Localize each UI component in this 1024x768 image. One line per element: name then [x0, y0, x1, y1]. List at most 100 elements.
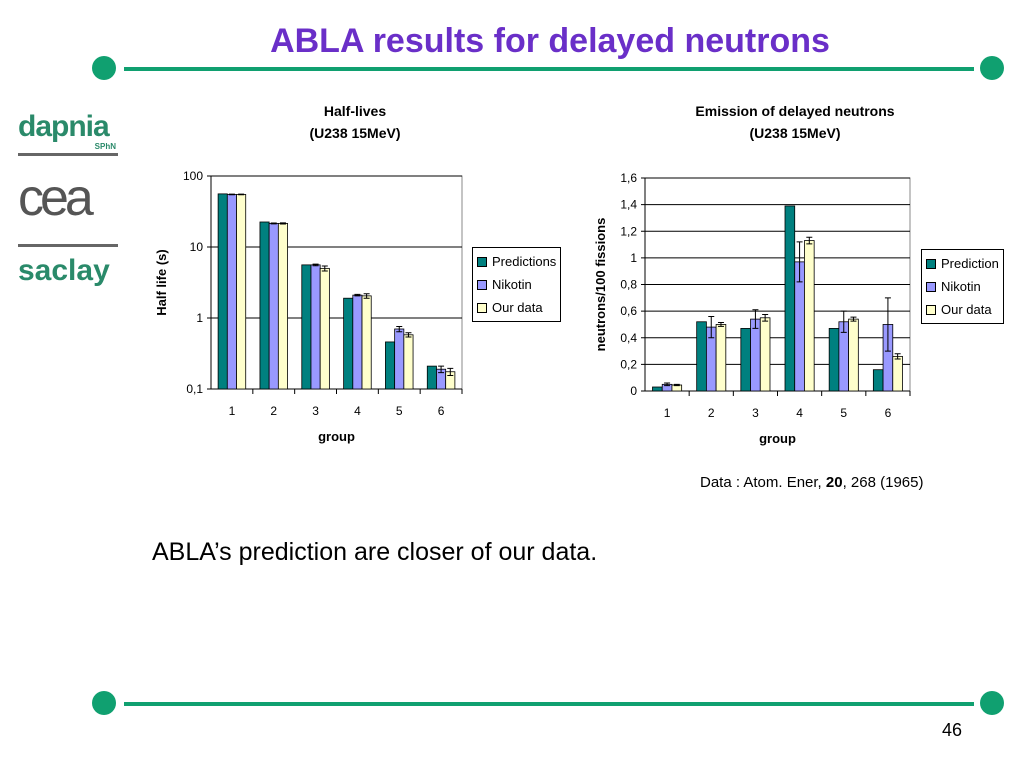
- bar-predictions: [301, 264, 312, 390]
- error-bar: [762, 313, 769, 322]
- x-tick-label: 6: [438, 404, 445, 418]
- error-bar: [447, 367, 454, 376]
- error-bar: [270, 222, 277, 225]
- bar-nikotin: [394, 328, 405, 390]
- error-bar: [321, 265, 328, 272]
- y-tick-label: 10: [190, 240, 204, 254]
- legend-label: Our data: [492, 300, 543, 315]
- chart-delayed-neutrons: 1,6 1,4 1,2 1 0,8 0,6 0,4 0,2 0 1 2 3 4 5 6 group neutro…: [593, 171, 911, 446]
- bar-prediction: [740, 328, 751, 392]
- legend-item: Nikotin: [477, 273, 556, 296]
- legend-item: Our data: [477, 296, 556, 319]
- bar-our-data: [804, 240, 815, 392]
- error-bar: [354, 293, 361, 297]
- error-bar: [708, 315, 715, 339]
- slide-title: ABLA results for delayed neutrons: [270, 22, 830, 60]
- logo-cea: cea: [18, 169, 94, 227]
- legend-label: Nikotin: [941, 279, 981, 294]
- note-volume: 20: [825, 474, 843, 491]
- y-tick-label: 1,2: [620, 224, 637, 238]
- bar-predictions: [343, 297, 354, 390]
- y-axis-label: Half life (s): [154, 249, 169, 315]
- bar-nikotin: [268, 222, 279, 390]
- x-tick-label: 2: [270, 404, 277, 418]
- data-source-note: Data : Atom. Ener, 20, 268 (1965): [700, 474, 923, 491]
- x-tick-label: 1: [229, 404, 236, 418]
- x-tick-label: 3: [752, 406, 759, 420]
- x-tick-label: 6: [885, 406, 892, 420]
- y-tick-label: 0,6: [620, 304, 637, 318]
- legend-item: Predictions: [477, 250, 556, 273]
- conclusion-text: ABLA’s prediction are closer of our data…: [152, 538, 598, 566]
- error-bar: [279, 222, 286, 225]
- decor-dot: [92, 56, 116, 80]
- logo-dapnia-text: dapnia: [18, 110, 110, 143]
- y-axis-label: neutrons/100 fissions: [593, 218, 608, 352]
- bar-our-data: [759, 317, 771, 392]
- x-tick-label: 2: [708, 406, 715, 420]
- x-tick-label: 3: [312, 404, 319, 418]
- error-bar: [238, 193, 245, 196]
- error-bar: [363, 293, 370, 299]
- y-tick-label: 0,8: [620, 278, 637, 292]
- error-bar: [717, 321, 724, 327]
- decor-dot: [980, 56, 1004, 80]
- logo-saclay: saclay: [18, 254, 110, 287]
- bar-prediction: [652, 386, 663, 392]
- bar-prediction: [872, 369, 884, 392]
- x-tick-label: 5: [840, 406, 847, 420]
- bar-our-data: [319, 267, 330, 390]
- bar-prediction: [828, 328, 840, 392]
- x-axis-label: group: [759, 431, 796, 446]
- bar-our-data: [236, 194, 247, 390]
- bar-nikotin: [226, 194, 237, 390]
- bar-predictions: [259, 221, 270, 390]
- divider-top: [124, 67, 974, 71]
- error-bar: [806, 236, 813, 245]
- x-axis-label: group: [318, 429, 355, 444]
- bar-prediction: [696, 321, 707, 392]
- legend-item: Prediction: [926, 252, 999, 275]
- bar-our-data: [715, 324, 727, 392]
- error-bar: [884, 297, 891, 352]
- bar-our-data: [277, 222, 288, 390]
- divider-bottom: [124, 702, 974, 706]
- bar-nikotin: [310, 264, 321, 390]
- chart2-title: Emission of delayed neutrons (U238 15MeV…: [660, 100, 930, 144]
- x-tick-label: 1: [664, 406, 671, 420]
- bar-our-data: [403, 334, 414, 390]
- page-number: 46: [942, 720, 963, 740]
- legend-item: Our data: [926, 298, 999, 321]
- bar-our-data: [892, 355, 903, 392]
- error-bar: [840, 310, 847, 333]
- x-tick-label: 5: [396, 404, 403, 418]
- decor-dot: [92, 691, 116, 715]
- error-bar: [396, 325, 403, 333]
- legend-label: Nikotin: [492, 277, 532, 292]
- error-bar: [312, 263, 319, 267]
- legend-label: Our data: [941, 302, 992, 317]
- bar-prediction: [784, 205, 796, 392]
- error-bar: [894, 353, 901, 360]
- chart1-subtitle: (U238 15MeV): [309, 125, 401, 141]
- y-tick-label: 1: [196, 311, 203, 325]
- chart1-title: Half-lives (U238 15MeV): [230, 100, 480, 144]
- bar-nikotin: [750, 318, 761, 392]
- decor-dot: [980, 691, 1004, 715]
- bar-predictions: [217, 193, 228, 390]
- error-bar: [405, 332, 412, 338]
- chart1-legend: Predictions Nikotin Our data: [472, 247, 562, 322]
- plot-area: [210, 175, 463, 390]
- y-tick-label: 1: [630, 251, 637, 265]
- chart1-title-text: Half-lives: [323, 103, 387, 119]
- y-tick-label: 0,4: [620, 331, 637, 345]
- logo-divider: [18, 244, 118, 247]
- error-bar: [850, 316, 857, 322]
- bar-nikotin: [352, 294, 363, 390]
- bar-predictions: [385, 341, 396, 390]
- chart2-title-text: Emission of delayed neutrons: [695, 103, 895, 119]
- logo-sphn-text: SPhN: [94, 142, 116, 151]
- x-tick-label: 4: [796, 406, 803, 420]
- bar-predictions: [426, 365, 437, 390]
- y-tick-label: 1,6: [620, 171, 637, 185]
